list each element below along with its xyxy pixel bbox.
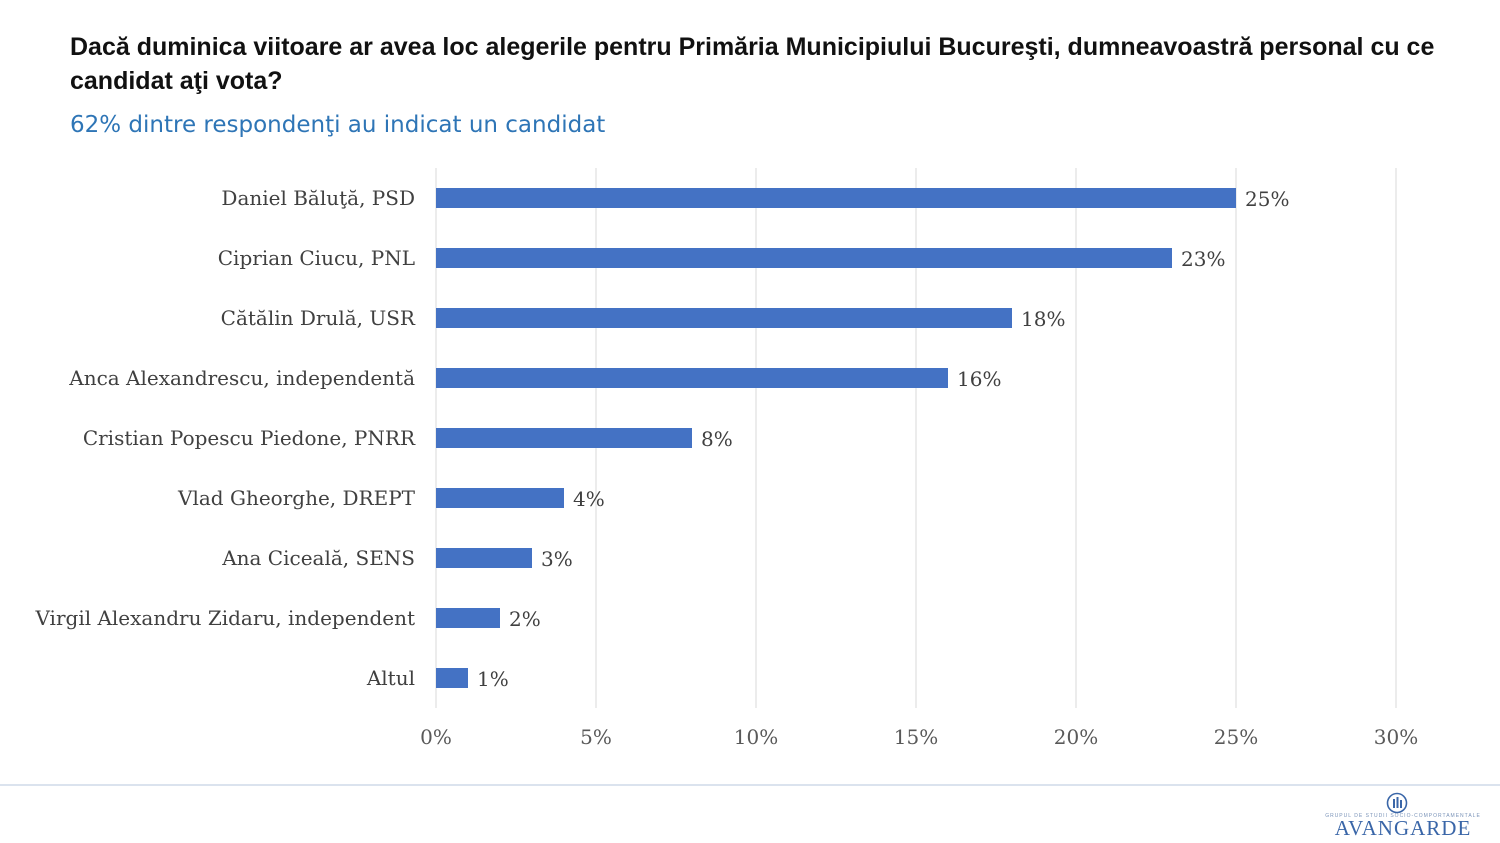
category-label: Virgil Alexandru Zidaru, independent (34, 606, 415, 630)
footer-divider (0, 784, 1500, 786)
category-label: Cristian Popescu Piedone, PNRR (83, 426, 416, 450)
category-label: Cătălin Drulă, USR (221, 306, 416, 330)
chart-title: Dacă duminica viitoare ar avea loc alege… (70, 33, 1435, 95)
category-labels: Daniel Băluţă, PSD Ciprian Ciucu, PNL Cătă… (34, 186, 415, 690)
bar (436, 488, 564, 508)
bar (436, 368, 948, 388)
avangarde-logo: GRUPUL DE STUDII SOCIO-COMPORTAMENTALE A… (1318, 790, 1488, 840)
data-labels: 25% 23% 18% 16% 8% 4% 3% 2% 1% (477, 187, 1289, 691)
category-label: Anca Alexandrescu, independentă (68, 366, 415, 390)
chart-subtitle: 62% dintre respondenţi au indicat un can… (70, 112, 606, 138)
bar (436, 608, 500, 628)
category-label: Ciprian Ciucu, PNL (218, 246, 415, 270)
x-tick-label: 5% (580, 725, 612, 749)
logo-mark-icon (1386, 792, 1408, 814)
data-label: 16% (957, 367, 1001, 391)
data-label: 8% (701, 427, 733, 451)
category-label: Daniel Băluţă, PSD (221, 186, 415, 210)
data-label: 3% (541, 547, 573, 571)
data-label: 2% (509, 607, 541, 631)
x-tick-labels: 0% 5% 10% 15% 20% 25% 30% (420, 725, 1418, 749)
data-label: 4% (573, 487, 605, 511)
x-tick-label: 10% (734, 725, 778, 749)
data-label: 25% (1245, 187, 1289, 211)
data-label: 23% (1181, 247, 1225, 271)
bars (436, 188, 1236, 688)
bar (436, 548, 532, 568)
data-label: 18% (1021, 307, 1065, 331)
bar (436, 308, 1012, 328)
x-tick-label: 0% (420, 725, 452, 749)
bar (436, 248, 1172, 268)
x-tick-label: 20% (1054, 725, 1098, 749)
logo-tagline: GRUPUL DE STUDII SOCIO-COMPORTAMENTALE (1325, 813, 1481, 819)
bar (436, 428, 692, 448)
category-label: Vlad Gheorghe, DREPT (177, 486, 416, 510)
logo-wordmark: AVANGARDE (1334, 816, 1472, 840)
category-label: Ana Ciceală, SENS (221, 546, 415, 570)
bar (436, 668, 468, 688)
x-tick-label: 25% (1214, 725, 1258, 749)
bar (436, 188, 1236, 208)
x-tick-label: 30% (1374, 725, 1418, 749)
bar-chart: Daniel Băluţă, PSD Ciprian Ciucu, PNL Cătă… (34, 168, 1418, 749)
data-label: 1% (477, 667, 509, 691)
x-tick-label: 15% (894, 725, 938, 749)
category-label: Altul (366, 666, 415, 690)
